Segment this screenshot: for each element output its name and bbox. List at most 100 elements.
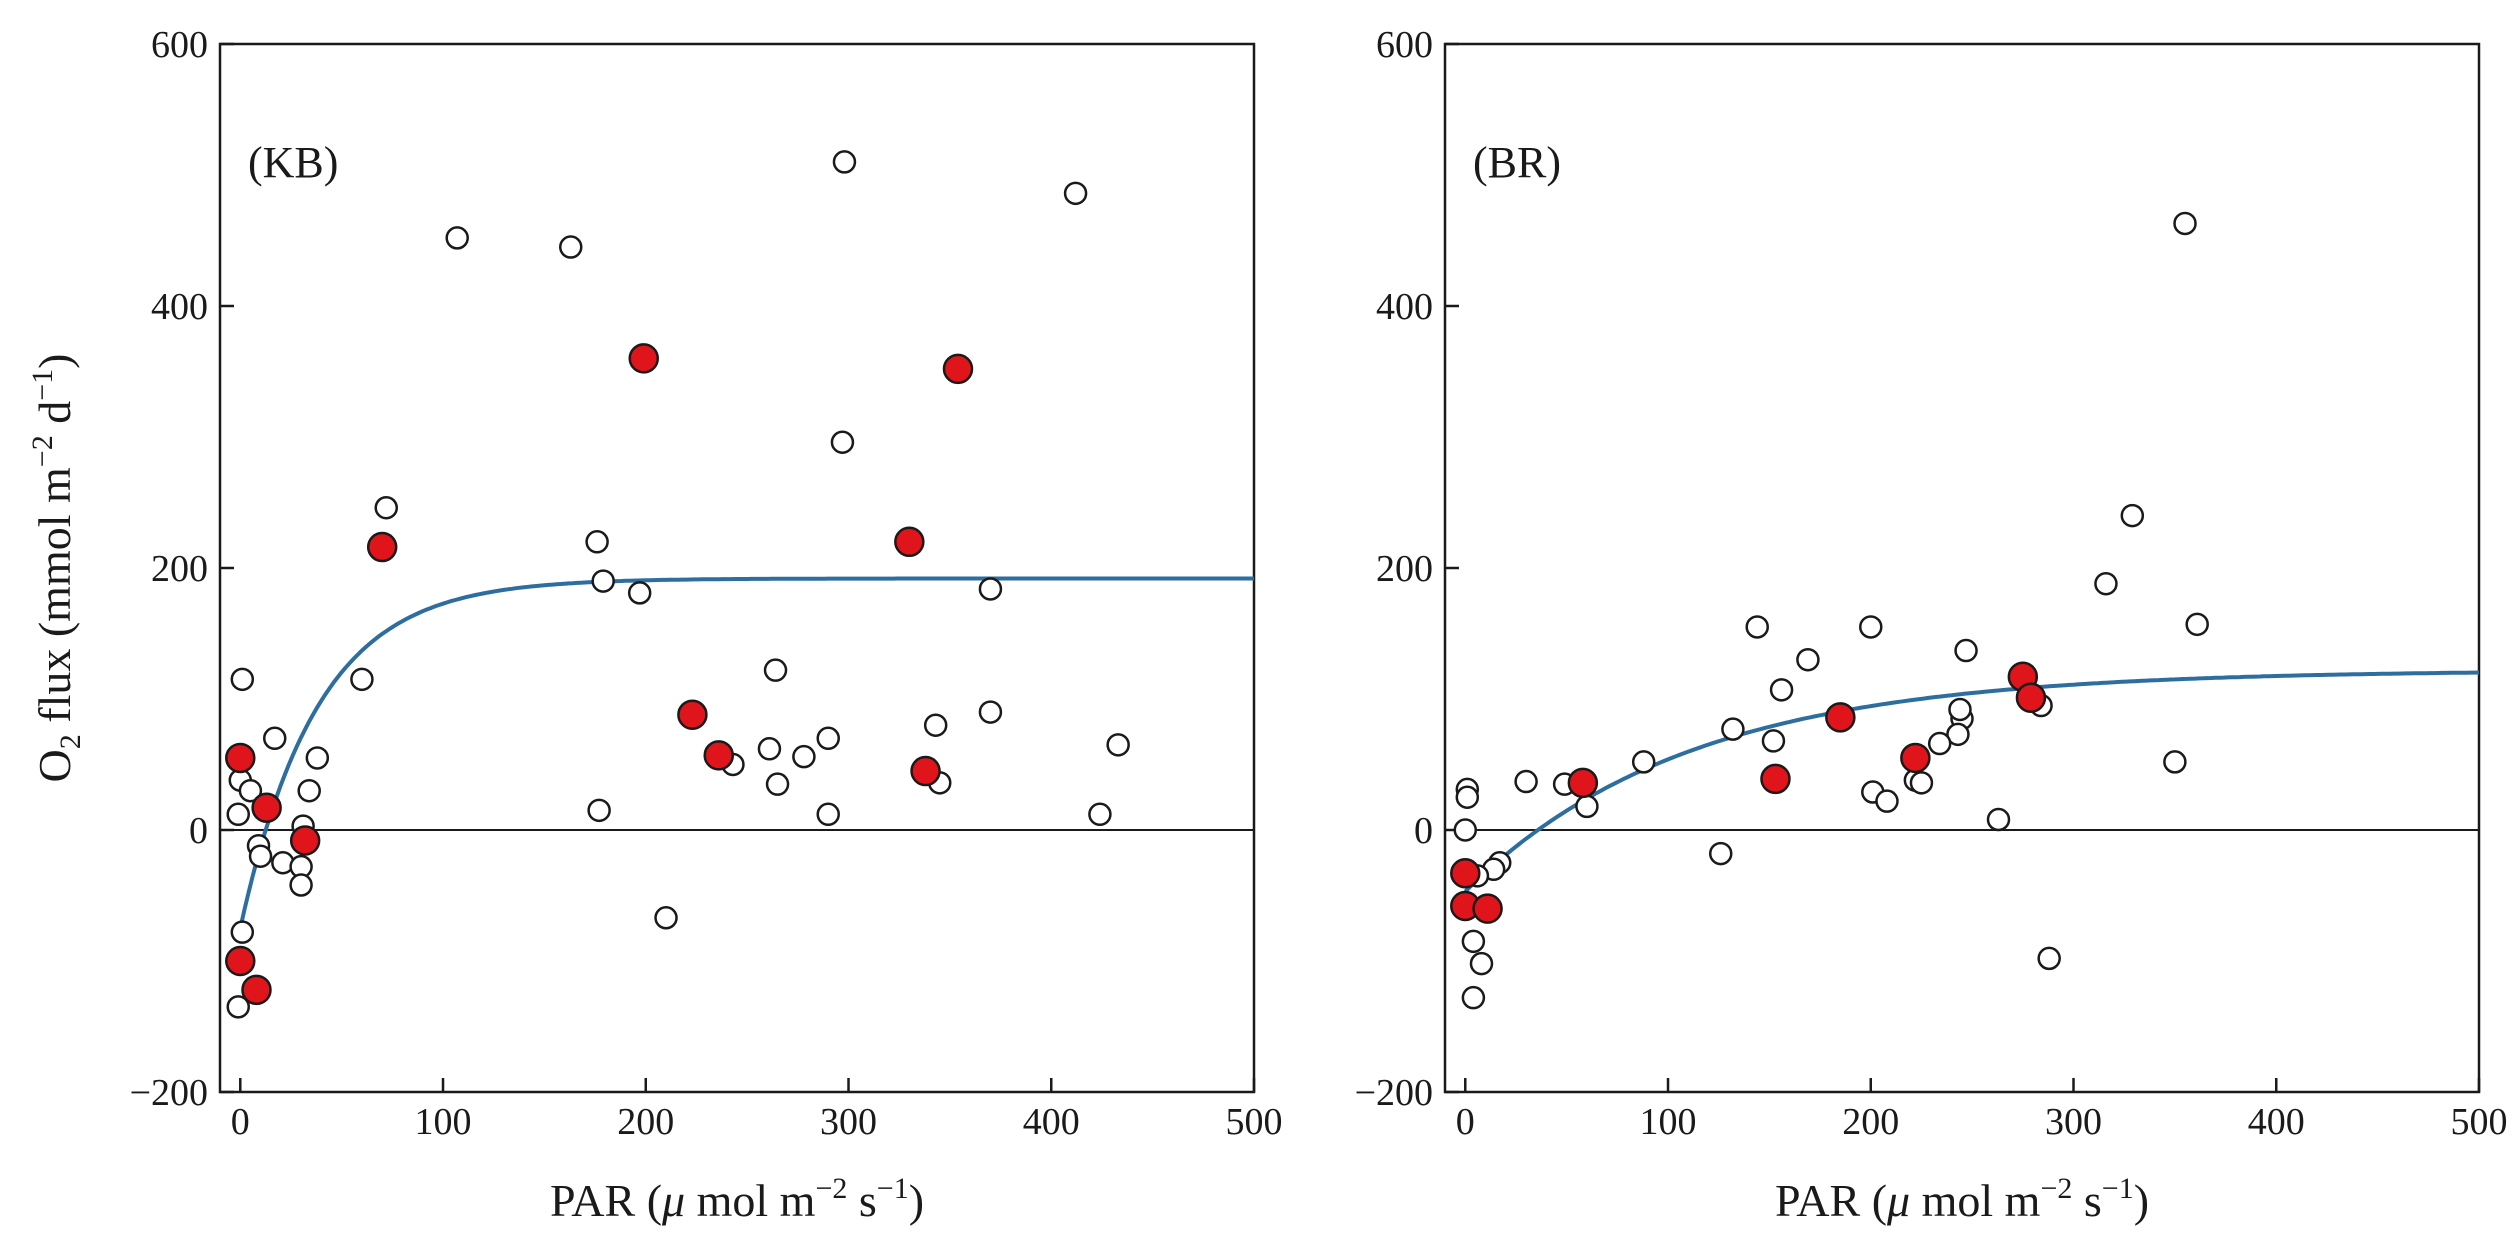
data-point-red [1760,763,1791,795]
data-point-open [1063,181,1088,206]
data-point-open [830,430,855,454]
y-axis-title: O2 flux (mmol m−2 d−1) [26,354,87,783]
panel-label: (KB) [248,138,338,187]
x-tick-label: 400 [1023,1101,1080,1143]
data-point-open [1514,769,1538,794]
data-point-open [1796,647,1820,672]
data-point-open [757,737,782,761]
data-point-open [587,798,611,823]
data-point-red [225,742,256,774]
plot-frame [1443,42,2481,1094]
data-point-open [1461,985,1486,1010]
data-point-open [765,772,790,796]
x-tick-label: 200 [1842,1101,1899,1143]
data-point-red [1450,857,1481,889]
panel-kb: 0 100 200 300 400 500 −200 0 200 400 600 (KB) PAR… [26,24,1283,1226]
data-point-open [1455,785,1480,809]
data-point-open [305,746,330,770]
y-tick-label: −200 [1355,1072,1433,1114]
data-point-red [1567,767,1599,799]
data-point-open [1946,722,1970,747]
y-tick-label: 200 [151,548,208,590]
data-point-open [792,744,816,769]
data-point-open [1106,733,1130,757]
data-points [225,150,1130,1019]
fit-curve [1463,670,2480,894]
x-axis-title: PAR (μ mol m−2 s−1) [550,1172,924,1226]
x-tick-label: 100 [415,1101,472,1143]
data-point-open [978,577,1003,601]
data-point-open [591,569,615,593]
data-point-red [677,699,708,730]
y-tick-label: −200 [130,1072,208,1114]
data-point-red [1472,893,1503,924]
data-point-open [2037,946,2061,971]
data-point-open [262,726,287,751]
data-point-open [1088,802,1112,827]
data-point-red [910,755,941,787]
data-point-red [251,792,282,823]
data-point-open [1859,615,1883,639]
y-tick-label: 400 [1376,286,1433,328]
data-point-open [2173,211,2197,236]
y-tick-label: 0 [189,810,208,852]
y-tick-labels: −200 0 200 400 600 [1355,24,1433,1114]
data-point-open [2094,571,2118,596]
x-tick-label: 100 [1640,1101,1697,1143]
data-point-open [1875,789,1899,813]
x-tick-label: 500 [2451,1101,2508,1143]
y-tick-label: 600 [1376,24,1433,66]
data-point-open [226,802,250,827]
data-point-red [241,974,272,1006]
data-point-open [1453,818,1478,842]
data-point-open [2120,503,2145,528]
data-points [1450,211,2209,1010]
y-tick-label: 600 [151,24,208,66]
data-point-open [374,495,399,520]
fit-curve [238,576,1254,929]
y-tick-labels: −200 0 200 400 600 [130,24,208,1114]
data-point-open [445,226,469,250]
data-point-open [558,235,583,259]
y-tick-label: 200 [1376,548,1433,590]
data-point-open [238,778,263,803]
data-point-open [1927,731,1952,756]
x-tick-label: 300 [820,1101,877,1143]
data-point-open [1761,729,1786,753]
x-tick-label: 0 [231,1101,250,1143]
data-point-open [1461,929,1486,954]
data-point-open [230,667,255,692]
data-point-open [1721,717,1745,741]
data-point-open [289,873,313,897]
data-point-open [923,713,948,737]
panel-br: 0 100 200 300 400 500 −200 0 200 400 600 (BR) PAR… [1355,24,2508,1226]
data-point-open [763,658,788,682]
data-point-open [2185,612,2209,637]
data-point-open [297,778,321,803]
data-point-open [1575,794,1599,819]
y-tick-label: 0 [1414,810,1433,852]
data-point-open [230,920,255,944]
data-point-open [627,581,652,605]
data-point-open [350,667,374,692]
tick-marks [220,42,1256,1094]
x-tick-label: 500 [1226,1101,1283,1143]
x-tick-label: 0 [1456,1101,1475,1143]
data-point-red [2015,682,2047,713]
data-point-open [226,995,250,1019]
x-tick-label: 300 [2045,1101,2102,1143]
plot-frame [218,42,1256,1094]
x-tick-labels: 0 100 200 300 400 500 [1456,1101,2508,1143]
data-point-open [1469,951,1494,976]
data-point-open [1769,678,1794,702]
tick-marks [1445,42,2481,1094]
data-point-open [1745,615,1769,639]
data-point-open [248,844,273,868]
data-point-red [703,740,735,771]
data-point-red [225,945,256,977]
y-tick-label: 400 [151,286,208,328]
data-point-red [942,353,974,385]
data-point-red [1825,702,1856,733]
data-point-open [1631,750,1656,774]
data-point-open [816,802,840,827]
